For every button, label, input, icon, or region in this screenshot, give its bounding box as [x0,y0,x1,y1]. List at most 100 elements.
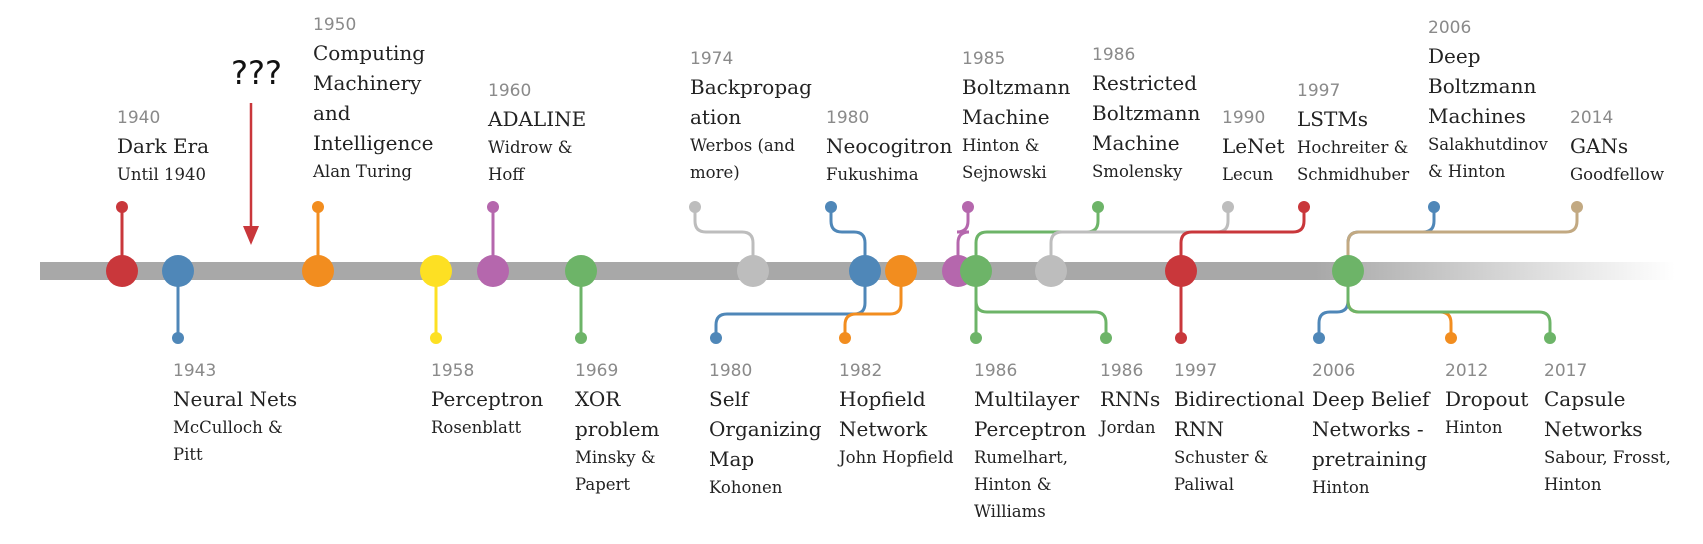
event-author: Widrow & Hoff [488,138,573,184]
event-year: 1986 [1092,45,1136,65]
pin-dot-perceptron [430,332,442,344]
event-author: Salakhutdinov & Hinton [1428,135,1548,181]
event-title: Multilayer Perceptron [974,387,1087,441]
connector-gans [1346,207,1579,271]
event-lstms: 1997 LSTMs Hochreiter & Schmidhuber [1297,78,1422,188]
event-year: 1960 [488,81,532,101]
event-title: Deep Boltzmann Machines [1428,44,1537,128]
pin-dot-lenet [1222,201,1234,213]
event-year: 1985 [962,49,1006,69]
event-rnns: 1986 RNNs Jordan [1100,358,1175,441]
timeline-node-lenet [1035,255,1067,287]
event-year: 2006 [1312,361,1356,381]
timeline-node-lstms [1165,255,1197,287]
timeline-node-backpropagation [737,255,769,287]
event-title: RNNs [1100,387,1161,411]
unknown-era-marker: ??? [231,54,282,92]
event-year: 2012 [1445,361,1489,381]
connector-lstms [1179,207,1306,271]
event-author: Goodfellow [1570,165,1665,184]
pin-dot-lstms [1298,201,1310,213]
connector-dropout [1346,271,1453,338]
pin-dot-backpropagation [689,201,701,213]
event-year: 1980 [709,361,753,381]
event-title: Computing Machinery and Intelligence [313,41,434,155]
event-backpropagation: 1974 Backpropagation Werbos (and more) [690,46,815,186]
event-year: 2006 [1428,18,1472,38]
event-year: 1997 [1297,81,1341,101]
timeline-node-deep-learning-2006 [1332,255,1364,287]
pin-dot-dark-era [116,201,128,213]
event-author: Until 1940 [117,165,206,184]
event-author: Kohonen [709,478,783,497]
event-author: Alan Turing [313,162,412,181]
event-year: 1940 [117,108,161,128]
event-author: John Hopfield [839,448,954,467]
connector-self-organizing-map [714,271,867,338]
event-self-organizing-map: 1980 Self Organizing Map Kohonen [709,358,822,501]
event-deep-boltzmann: 2006 Deep Boltzmann Machines Salakhutdin… [1428,15,1558,185]
event-year: 1986 [1100,361,1144,381]
event-title: ADALINE [488,107,587,131]
event-multilayer-perceptron: 1986 Multilayer Perceptron Rumelhart, Hi… [974,358,1092,525]
pin-dot-capsule-networks [1544,332,1556,344]
event-author: Hinton & Sejnowski [962,136,1047,182]
connector-deep-boltzmann [1346,207,1436,271]
connector-backpropagation [693,207,755,271]
event-neocogitron: 1980 Neocogitron Fukushima [826,105,953,188]
event-title: Dropout [1445,387,1529,411]
timeline-node-neocogitron [849,255,881,287]
event-year: 1950 [313,15,357,35]
event-year: 1943 [173,361,217,381]
event-title: LSTMs [1297,107,1369,131]
event-neural-nets: 1943 Neural Nets McCulloch & Pitt [173,358,298,468]
event-title: Hopfield Network [839,387,928,441]
connector-lenet [1049,207,1230,271]
event-deep-belief-networks: 2006 Deep Belief Networks - pretraining … [1312,358,1430,501]
event-title: Neocogitron [826,134,953,158]
event-author: Rosenblatt [431,418,522,437]
pin-dot-neocogitron [825,201,837,213]
event-title: XOR problem [575,387,660,441]
timeline-node-xor-problem [565,255,597,287]
connector-restricted-boltzmann [974,207,1100,271]
pin-dot-restricted-boltzmann [1092,201,1104,213]
event-author: Rumelhart, Hinton & Williams [974,448,1068,521]
event-boltzmann-machine: 1985 Boltzmann Machine Hinton & Sejnowsk… [962,46,1087,186]
event-hopfield-network: 1982 Hopfield Network John Hopfield [839,358,969,471]
pin-dot-xor-problem [575,332,587,344]
event-gans: 2014 GANs Goodfellow [1570,105,1695,188]
event-year: 1982 [839,361,883,381]
event-author: Hinton [1312,478,1370,497]
event-author: Werbos (and more) [690,136,795,182]
event-capsule-networks: 2017 Capsule Networks Sabour, Frosst, Hi… [1544,358,1694,498]
event-title: Capsule Networks [1544,387,1643,441]
event-year: 1990 [1222,108,1266,128]
pin-dot-neural-nets [172,332,184,344]
event-title: Restricted Boltzmann Machine [1092,71,1201,155]
event-author: Schuster & Paliwal [1174,448,1269,494]
event-title: Deep Belief Networks - pretraining [1312,387,1430,471]
event-author: Hochreiter & Schmidhuber [1297,138,1410,184]
event-year: 2017 [1544,361,1588,381]
event-title: Dark Era [117,134,210,158]
event-title: GANs [1570,134,1629,158]
event-title: Self Organizing Map [709,387,822,471]
event-title: Backpropagation [690,75,812,129]
event-author: Fukushima [826,165,919,184]
event-year: 1969 [575,361,619,381]
event-author: Minsky & Papert [575,448,656,494]
pin-dot-deep-belief-networks [1313,332,1325,344]
event-title: Bidirectional RNN [1174,387,1305,441]
event-title: Perceptron [431,387,544,411]
event-author: Smolensky [1092,162,1183,181]
connector-capsule-networks [1346,271,1552,338]
event-title: LeNet [1222,134,1285,158]
connector-boltzmann-machine [956,207,970,271]
event-xor-problem: 1969 XOR problem Minsky & Papert [575,358,703,498]
event-dark-era: 1940 Dark Era Until 1940 [117,105,227,188]
timeline-node-dark-era [106,255,138,287]
event-restricted-boltzmann: 1986 Restricted Boltzmann Machine Smolen… [1092,42,1214,185]
pin-dot-hopfield-network [839,332,851,344]
